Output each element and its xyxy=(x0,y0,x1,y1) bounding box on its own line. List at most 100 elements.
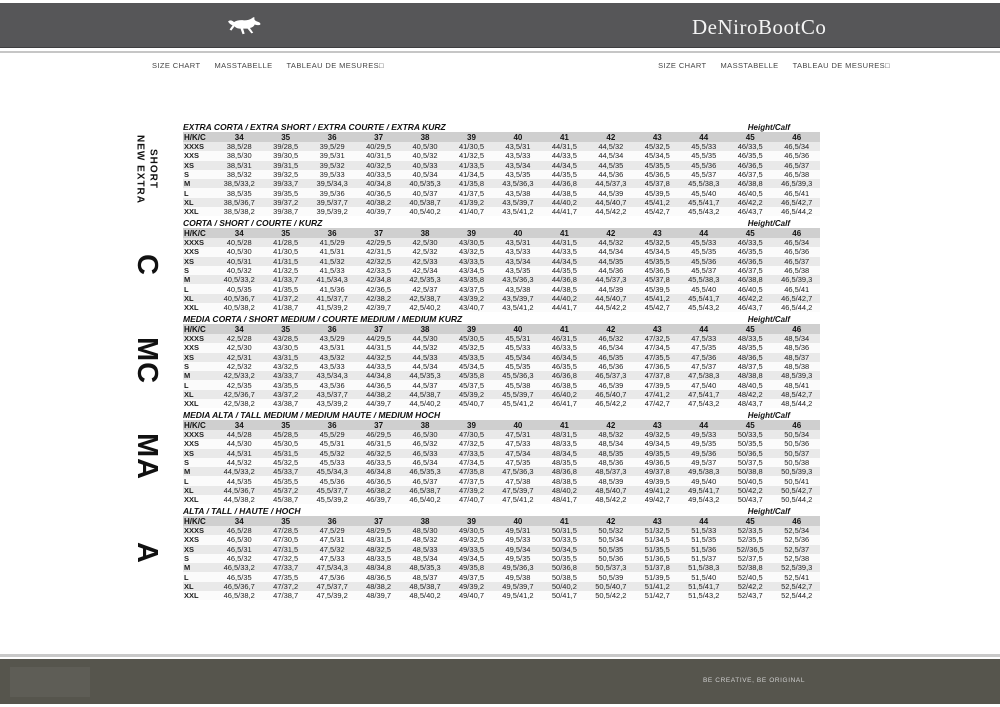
height-calf-cell: 49/33,5 xyxy=(458,544,484,554)
height-calf-cell: 47,5/33 xyxy=(691,334,717,344)
row-size-label: M xyxy=(184,179,191,189)
table-row-s: S 42,5/32 43/32,5 43,5/33 44/33,5 44,5/34 45/3… xyxy=(183,361,820,372)
row-size-label: XS xyxy=(184,448,195,458)
column-header-size-44: 44 xyxy=(699,228,709,238)
height-calf-cell: 43,5/36,3 xyxy=(502,275,534,285)
height-calf-cell: 42,5/40,2 xyxy=(409,303,441,313)
row-size-label: XXL xyxy=(184,399,199,409)
height-calf-cell: 50/36,5 xyxy=(737,448,763,458)
height-calf-cell: 40/36,5 xyxy=(366,188,392,198)
table-title: ALTA / TALL / HAUTE / HOCH xyxy=(183,506,301,516)
height-calf-cell: 39,5/33 xyxy=(319,170,345,180)
nav-item-size-chart[interactable]: SIZE CHART xyxy=(152,60,201,70)
height-calf-cell: 45,5/36,3 xyxy=(502,371,534,381)
height-calf-cell: 45/41,2 xyxy=(644,197,670,207)
height-calf-cell: 44,5/35,3 xyxy=(409,371,441,381)
table-row-m: M 44,5/33,2 45/33,7 45,5/34,3 46/34,8 46,5/35… xyxy=(183,467,820,477)
height-calf-cell: 47,5/40 xyxy=(691,380,717,390)
height-calf-cell: 46,5/31 xyxy=(226,544,252,554)
height-calf-cell: 40,5/36,7 xyxy=(223,293,255,303)
row-size-label: XS xyxy=(184,544,195,554)
row-size-label: M xyxy=(184,563,191,573)
height-calf-cell: 42,5/33,2 xyxy=(223,371,255,381)
height-calf-cell: 46,5/35 xyxy=(226,572,252,582)
height-calf-cell: 46,5/35 xyxy=(598,352,624,362)
table-row-l: L 44,5/35 45/35,5 45,5/36 46/36,5 46,5/37 47/3… xyxy=(183,476,820,486)
row-size-label: M xyxy=(184,371,191,381)
height-calf-cell: 46,5/36 xyxy=(784,151,810,161)
height-calf-cell: 44,5/33 xyxy=(412,352,438,362)
height-calf-cell: 46/34,8 xyxy=(366,467,392,477)
height-calf-cell: 39,5/36 xyxy=(319,188,345,198)
height-calf-cell: 48/35,5 xyxy=(551,458,577,468)
height-calf-cell: 44,5/36,7 xyxy=(223,485,255,495)
height-calf-cell: 40,5/32 xyxy=(412,151,438,161)
table-side-label: NEW EXTRA SHORT xyxy=(134,134,159,204)
brand-text: DeNiroBootCo xyxy=(692,15,827,39)
footer-tagline: BE CREATIVE, BE ORIGINAL xyxy=(703,677,806,684)
nav-item-tableau-de-mesures[interactable]: TABLEAU DE MESURES□ xyxy=(792,60,890,70)
height-calf-cell: 46/35,5 xyxy=(737,247,763,257)
height-calf-cell: 44/31,5 xyxy=(551,238,577,248)
height-calf-cell: 41/32,5 xyxy=(458,151,484,161)
header-divider xyxy=(0,51,1000,53)
table-row-xs: XS 42,5/31 43/31,5 43,5/32 44/32,5 44,5/33 45/… xyxy=(183,352,820,362)
height-calf-cell: 44,5/32 xyxy=(598,238,624,248)
height-calf-cell: 44,5/34 xyxy=(598,151,624,161)
hkc-corner-label: H/K/C xyxy=(184,420,206,430)
height-calf-cell: 45,5/39,2 xyxy=(316,495,348,505)
height-calf-cell: 52,5/39,3 xyxy=(781,563,813,573)
height-calf-cell: 49,5/31 xyxy=(505,526,531,536)
height-calf-cell: 43,5/34,3 xyxy=(316,371,348,381)
height-calf-cell: 45/40,7 xyxy=(458,399,484,409)
height-calf-cell: 47,5/34 xyxy=(505,448,531,458)
height-calf-cell: 43,5/33 xyxy=(505,247,531,257)
height-calf-cell: 51,5/36 xyxy=(691,544,717,554)
row-size-label: M xyxy=(184,275,191,285)
table-row-xxxs: XXXS 40,5/28 41/28,5 41,5/29 42/29,5 42,5/30 4… xyxy=(183,238,820,248)
height-calf-cell: 43,5/35 xyxy=(505,266,531,276)
height-calf-cell: 40/31,5 xyxy=(366,151,392,161)
height-calf-cell: 48,5/40,7 xyxy=(595,485,627,495)
height-calf-cell: 45/32,5 xyxy=(644,238,670,248)
height-calf-cell: 43/28,5 xyxy=(273,334,299,344)
height-calf-cell: 45,5/40 xyxy=(691,284,717,294)
height-calf-cell: 46,5/37,3 xyxy=(595,371,627,381)
height-calf-cell: 43,5/29 xyxy=(319,334,345,344)
height-calf-cell: 41/35,8 xyxy=(458,179,484,189)
nav-item-tableau-de-mesures[interactable]: TABLEAU DE MESURES□ xyxy=(286,60,384,70)
height-calf-cell: 44,5/30 xyxy=(226,439,252,449)
height-calf-cell: 42,5/38,2 xyxy=(223,399,255,409)
height-calf-cell: 45/30,5 xyxy=(273,439,299,449)
height-calf-cell: 47,5/39,2 xyxy=(316,591,348,601)
nav-item-masstabelle[interactable]: MASSTABELLE xyxy=(720,60,779,70)
table-zone: ALTA / TALL / HAUTE / HOCH Height/Calf H… xyxy=(183,505,820,601)
height-calf-cell: 46/33,5 xyxy=(737,142,763,152)
nav-item-size-chart[interactable]: SIZE CHART xyxy=(658,60,707,70)
table-row-xl: XL 42,5/36,7 43/37,2 43,5/37,7 44/38,2 44,5/3… xyxy=(183,389,820,400)
height-calf-cell: 44,5/32 xyxy=(412,343,438,353)
height-calf-cell: 46/37,5 xyxy=(737,266,763,276)
height-calf-cell: 46,5/34 xyxy=(412,458,438,468)
table-row-l: L 42,5/35 43/35,5 43,5/36 44/36,5 44,5/37 45/3… xyxy=(183,380,820,390)
height-calf-cell: 46,5/39,3 xyxy=(781,275,813,285)
height-calf-cell: 42,5/36,7 xyxy=(223,389,255,399)
height-calf-cell: 40/38,2 xyxy=(366,197,392,207)
nav-item-masstabelle[interactable]: MASSTABELLE xyxy=(214,60,273,70)
nav-group-left: SIZE CHART MASSTABELLE TABLEAU DE MESURES□ xyxy=(152,57,384,73)
height-calf-cell: 40/29,5 xyxy=(366,142,392,152)
height-calf-cell: 44,5/39 xyxy=(598,188,624,198)
height-calf-cell: 45/37,5 xyxy=(458,380,484,390)
height-calf-cell: 49/40,7 xyxy=(458,591,484,601)
height-calf-cell: 49/37,5 xyxy=(458,572,484,582)
row-size-label: S xyxy=(184,266,190,276)
height-calf-cell: 45/37,2 xyxy=(273,485,299,495)
height-calf-cell: 42,5/35 xyxy=(226,380,252,390)
height-calf-cell: 42,5/38,7 xyxy=(409,293,441,303)
height-calf-cell: 45,5/39,7 xyxy=(502,389,534,399)
height-calf-cell: 49,5/38 xyxy=(505,572,531,582)
height-calf-cell: 50/40,5 xyxy=(737,476,763,486)
height-calf-cell: 48,5/44,2 xyxy=(781,399,813,409)
height-calf-cell: 39,5/31 xyxy=(319,151,345,161)
height-calf-cell: 50/42,2 xyxy=(737,485,763,495)
